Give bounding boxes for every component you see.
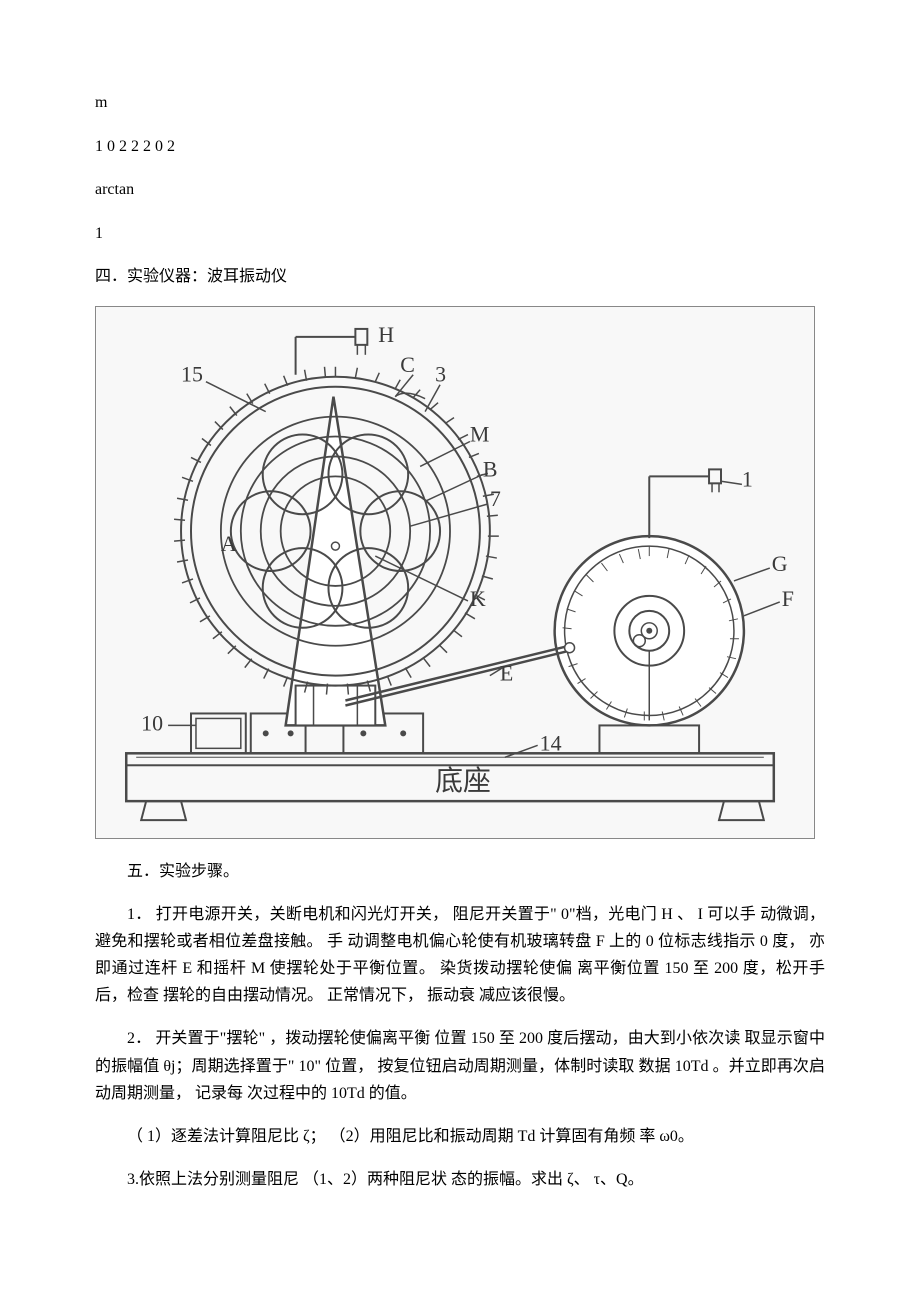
formula-numbers: 1 0 2 2 2 0 2 bbox=[95, 134, 825, 160]
svg-text:C: C bbox=[400, 352, 415, 377]
svg-text:15: 15 bbox=[181, 362, 203, 387]
svg-text:G: G bbox=[772, 551, 788, 576]
svg-text:7: 7 bbox=[490, 486, 501, 511]
svg-text:K: K bbox=[470, 586, 486, 611]
svg-text:10: 10 bbox=[141, 710, 163, 735]
right-disk bbox=[555, 536, 744, 725]
svg-text:E: E bbox=[500, 661, 513, 686]
section-4-title: 四．实验仪器：波耳振动仪 bbox=[95, 264, 825, 290]
apparatus-diagram: 底座 bbox=[95, 306, 815, 839]
step-1-text: 1． 打开电源开关，关断电机和闪光灯开关， 阻尼开关置于" 0"档，光电门 H … bbox=[95, 901, 825, 1010]
diagram-svg: 底座 bbox=[96, 307, 814, 838]
step-2-text: 2． 开关置于"摆轮" ，拨动摆轮使偏离平衡 位置 150 至 200 度后摆动… bbox=[95, 1025, 825, 1107]
svg-text:3: 3 bbox=[435, 362, 446, 387]
step-3-text: 3.依照上法分别测量阻尼 （1、2）两种阻尼状 态的振幅。求出 ζ、 τ、Q。 bbox=[95, 1166, 825, 1193]
formula-m: m bbox=[95, 90, 825, 116]
step-2-sub-text: （ 1）逐差法计算阻尼比 ζ； （2）用阻尼比和振动周期 Td 计算固有角频 率… bbox=[95, 1123, 825, 1150]
svg-text:H: H bbox=[378, 322, 394, 347]
svg-text:F: F bbox=[782, 586, 794, 611]
svg-text:1: 1 bbox=[742, 466, 753, 491]
svg-text:14: 14 bbox=[540, 730, 562, 755]
section-5-title: 五．实验步骤。 bbox=[95, 859, 825, 885]
formula-arctan: arctan bbox=[95, 177, 825, 203]
svg-text:A: A bbox=[221, 531, 237, 556]
svg-text:B: B bbox=[483, 456, 498, 481]
svg-text:M: M bbox=[470, 421, 489, 446]
formula-one: 1 bbox=[95, 221, 825, 247]
base-label: 底座 bbox=[435, 765, 491, 797]
